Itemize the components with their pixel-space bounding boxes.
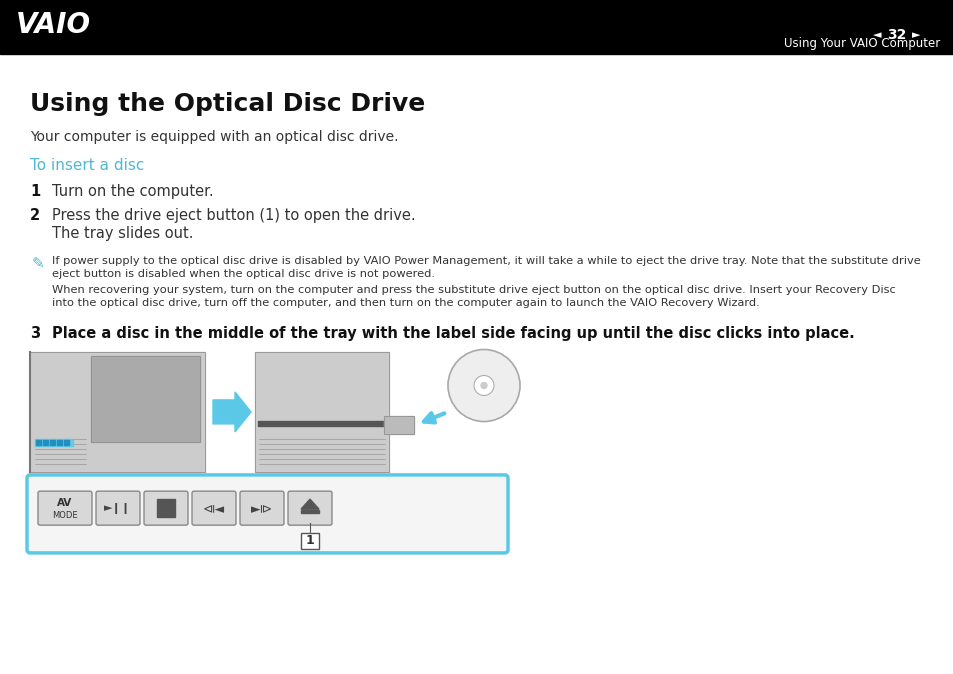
Text: 2: 2 (30, 208, 40, 223)
Text: Press the drive eject button (1) to open the drive.: Press the drive eject button (1) to open… (52, 208, 416, 223)
Bar (254, 352, 389, 472)
Text: VAIO: VAIO (16, 11, 91, 39)
Circle shape (474, 375, 494, 396)
Text: Turn on the computer.: Turn on the computer. (52, 184, 213, 199)
FancyBboxPatch shape (27, 475, 507, 553)
Text: If power supply to the optical disc drive is disabled by VAIO Power Management, : If power supply to the optical disc driv… (52, 256, 920, 266)
Text: AV: AV (57, 498, 72, 508)
Text: The tray slides out.: The tray slides out. (52, 226, 193, 241)
Bar (64, 439, 69, 445)
Bar (57, 439, 62, 445)
Text: Using Your VAIO Computer: Using Your VAIO Computer (783, 38, 939, 51)
Bar (0, 0, 953, 54)
Text: into the optical disc drive, turn off the computer, and then turn on the compute: into the optical disc drive, turn off th… (52, 298, 759, 308)
Polygon shape (213, 392, 251, 432)
Text: 1: 1 (30, 184, 40, 199)
Bar (35, 439, 73, 446)
Text: Place a disc in the middle of the tray with the label side facing up until the d: Place a disc in the middle of the tray w… (52, 326, 854, 341)
Bar (30, 352, 205, 472)
Bar (36, 439, 41, 445)
Text: 32: 32 (886, 28, 905, 42)
Text: ►: ► (911, 30, 920, 40)
Bar (43, 439, 48, 445)
FancyBboxPatch shape (38, 491, 91, 525)
Text: Using the Optical Disc Drive: Using the Optical Disc Drive (30, 92, 425, 116)
Text: ►❙❙: ►❙❙ (104, 503, 132, 514)
Bar (91, 355, 199, 442)
Bar (50, 439, 55, 445)
Text: When recovering your system, turn on the computer and press the substitute drive: When recovering your system, turn on the… (52, 285, 895, 295)
Bar (157, 499, 174, 517)
Bar (384, 417, 414, 434)
Bar (30, 352, 205, 472)
Text: ◄: ◄ (872, 30, 881, 40)
Bar (301, 510, 318, 513)
Circle shape (448, 350, 519, 421)
Bar (254, 352, 389, 472)
Bar (301, 533, 318, 549)
Text: MODE: MODE (52, 511, 78, 520)
FancyBboxPatch shape (288, 491, 332, 525)
Bar (257, 421, 386, 427)
Text: eject button is disabled when the optical disc drive is not powered.: eject button is disabled when the optica… (52, 269, 435, 279)
Polygon shape (301, 499, 318, 509)
Bar (301, 533, 318, 549)
Text: 3: 3 (30, 326, 40, 341)
Bar (91, 355, 199, 442)
Circle shape (480, 383, 486, 388)
Text: Your computer is equipped with an optical disc drive.: Your computer is equipped with an optica… (30, 130, 398, 144)
Text: 1: 1 (305, 534, 314, 547)
FancyBboxPatch shape (96, 491, 140, 525)
FancyBboxPatch shape (144, 491, 188, 525)
FancyBboxPatch shape (192, 491, 235, 525)
Text: ✎: ✎ (32, 256, 45, 271)
Text: ►⧐: ►⧐ (251, 501, 273, 515)
FancyBboxPatch shape (240, 491, 284, 525)
Text: To insert a disc: To insert a disc (30, 158, 144, 173)
Bar (384, 417, 414, 434)
Text: ⧏◄: ⧏◄ (203, 501, 225, 515)
